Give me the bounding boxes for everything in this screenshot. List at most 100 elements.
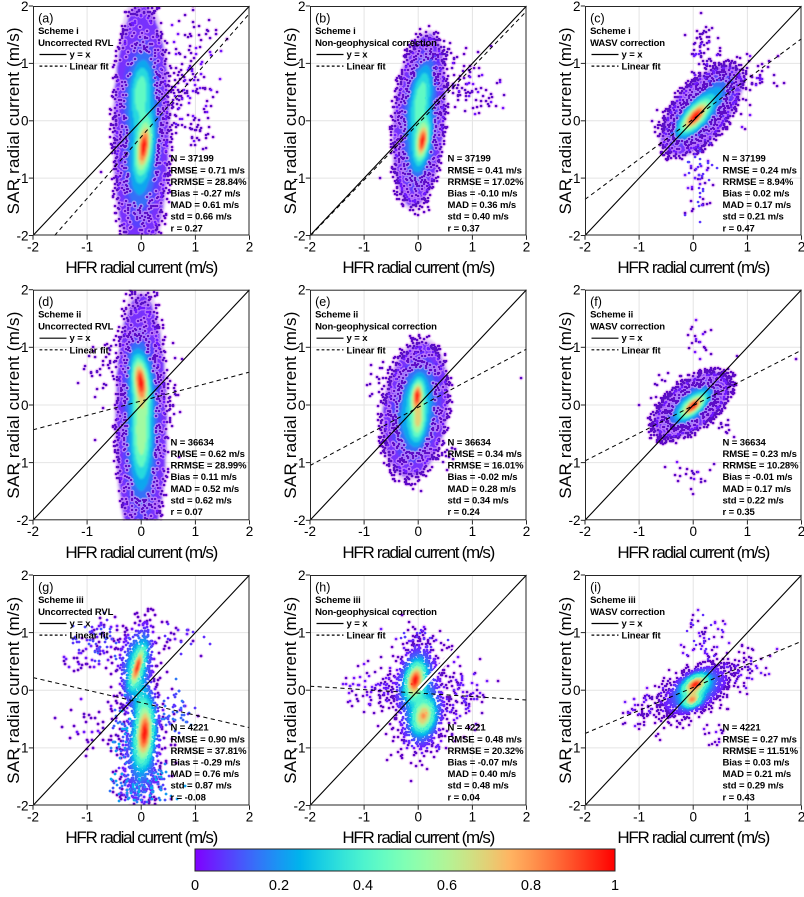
svg-text:1: 1 bbox=[573, 340, 581, 355]
svg-text:RMSE = 0.41 m/s: RMSE = 0.41 m/s bbox=[448, 165, 522, 176]
svg-text:-1: -1 bbox=[568, 455, 580, 470]
svg-text:0: 0 bbox=[414, 239, 422, 254]
svg-text:Bias = 0.03 m/s: Bias = 0.03 m/s bbox=[723, 758, 790, 769]
svg-text:N = 36634: N = 36634 bbox=[448, 437, 492, 448]
svg-text:0: 0 bbox=[689, 809, 697, 824]
svg-text:0.2: 0.2 bbox=[269, 878, 289, 894]
svg-text:0.8: 0.8 bbox=[521, 878, 541, 894]
svg-text:1: 1 bbox=[573, 625, 581, 640]
svg-text:0: 0 bbox=[298, 114, 306, 129]
svg-text:-1: -1 bbox=[568, 171, 580, 186]
svg-text:-1: -1 bbox=[16, 171, 28, 186]
svg-text:WASV correction: WASV correction bbox=[590, 607, 665, 618]
svg-text:std = 0.62 m/s: std = 0.62 m/s bbox=[171, 495, 232, 506]
svg-text:std = 0.34 m/s: std = 0.34 m/s bbox=[448, 495, 509, 506]
svg-text:1: 1 bbox=[744, 239, 752, 254]
svg-text:RMSE = 0.90 m/s: RMSE = 0.90 m/s bbox=[171, 734, 245, 745]
svg-text:-1: -1 bbox=[358, 239, 370, 254]
svg-text:Linear fit: Linear fit bbox=[70, 345, 110, 356]
svg-text:-2: -2 bbox=[16, 513, 28, 528]
svg-text:-2: -2 bbox=[293, 228, 305, 243]
svg-text:-2: -2 bbox=[27, 239, 39, 254]
svg-text:-1: -1 bbox=[633, 524, 645, 539]
svg-text:r = 0.24: r = 0.24 bbox=[448, 507, 481, 518]
svg-text:-2: -2 bbox=[293, 513, 305, 528]
svg-text:(a): (a) bbox=[38, 12, 53, 26]
svg-text:-1: -1 bbox=[358, 524, 370, 539]
svg-text:-2: -2 bbox=[27, 809, 39, 824]
svg-text:RMSE = 0.27 m/s: RMSE = 0.27 m/s bbox=[723, 734, 797, 745]
svg-text:Bias = -0.29 m/s: Bias = -0.29 m/s bbox=[171, 758, 241, 769]
svg-text:MAD = 0.52 m/s: MAD = 0.52 m/s bbox=[171, 484, 240, 495]
svg-text:N = 4221: N = 4221 bbox=[448, 723, 487, 734]
svg-text:HFR radial current (m/s): HFR radial current (m/s) bbox=[342, 258, 494, 277]
svg-text:1: 1 bbox=[744, 524, 752, 539]
svg-text:r = 0.04: r = 0.04 bbox=[448, 792, 481, 803]
svg-text:MAD = 0.40 m/s: MAD = 0.40 m/s bbox=[448, 769, 517, 780]
svg-text:-2: -2 bbox=[304, 239, 316, 254]
svg-text:N = 36634: N = 36634 bbox=[171, 437, 215, 448]
svg-text:HFR radial current (m/s): HFR radial current (m/s) bbox=[65, 828, 217, 847]
svg-text:Scheme ii: Scheme ii bbox=[38, 310, 81, 321]
svg-text:Linear fit: Linear fit bbox=[347, 62, 387, 73]
svg-text:-2: -2 bbox=[579, 524, 591, 539]
svg-text:MAD = 0.17 m/s: MAD = 0.17 m/s bbox=[723, 484, 792, 495]
svg-text:SAR radial current (m/s): SAR radial current (m/s) bbox=[281, 311, 300, 498]
svg-text:Scheme iii: Scheme iii bbox=[38, 595, 84, 606]
svg-text:SAR radial current (m/s): SAR radial current (m/s) bbox=[556, 597, 575, 784]
svg-text:2: 2 bbox=[246, 239, 254, 254]
svg-text:std = 0.21 m/s: std = 0.21 m/s bbox=[723, 212, 784, 223]
svg-text:0: 0 bbox=[573, 398, 581, 413]
svg-text:RMSE = 0.23 m/s: RMSE = 0.23 m/s bbox=[723, 449, 797, 460]
svg-text:-1: -1 bbox=[293, 455, 305, 470]
svg-text:0: 0 bbox=[21, 114, 29, 129]
svg-text:1: 1 bbox=[469, 524, 477, 539]
svg-text:MAD = 0.17 m/s: MAD = 0.17 m/s bbox=[723, 200, 792, 211]
svg-text:HFR radial current (m/s): HFR radial current (m/s) bbox=[65, 258, 217, 277]
svg-text:Bias = -0.27 m/s: Bias = -0.27 m/s bbox=[171, 189, 241, 200]
svg-text:2: 2 bbox=[246, 809, 254, 824]
svg-text:RRMSE = 37.81%: RRMSE = 37.81% bbox=[171, 746, 248, 757]
svg-text:2: 2 bbox=[21, 283, 29, 298]
svg-text:0: 0 bbox=[298, 398, 306, 413]
svg-text:RRMSE = 17.02%: RRMSE = 17.02% bbox=[448, 177, 525, 188]
svg-text:1: 1 bbox=[573, 56, 581, 71]
svg-text:Linear fit: Linear fit bbox=[70, 62, 110, 73]
svg-text:1: 1 bbox=[21, 625, 29, 640]
svg-text:-2: -2 bbox=[304, 524, 316, 539]
svg-text:RRMSE = 28.84%: RRMSE = 28.84% bbox=[171, 177, 248, 188]
svg-text:-2: -2 bbox=[579, 239, 591, 254]
svg-text:MAD = 0.61 m/s: MAD = 0.61 m/s bbox=[171, 200, 240, 211]
svg-text:Non-geophysical correction: Non-geophysical correction bbox=[315, 322, 437, 333]
svg-text:1: 1 bbox=[611, 878, 619, 894]
svg-text:r = 0.37: r = 0.37 bbox=[448, 223, 480, 234]
svg-text:0: 0 bbox=[689, 239, 697, 254]
svg-text:-1: -1 bbox=[358, 809, 370, 824]
svg-text:Scheme i: Scheme i bbox=[38, 26, 79, 37]
svg-text:r = -0.08: r = -0.08 bbox=[171, 792, 206, 803]
svg-text:2: 2 bbox=[298, 0, 306, 14]
svg-text:2: 2 bbox=[573, 283, 581, 298]
svg-text:Linear fit: Linear fit bbox=[347, 631, 387, 642]
svg-text:HFR radial current (m/s): HFR radial current (m/s) bbox=[65, 543, 217, 562]
svg-text:0: 0 bbox=[21, 683, 29, 698]
svg-text:std = 0.87 m/s: std = 0.87 m/s bbox=[171, 781, 232, 792]
svg-text:r = 0.47: r = 0.47 bbox=[723, 223, 755, 234]
svg-text:RRMSE = 28.99%: RRMSE = 28.99% bbox=[171, 461, 248, 472]
svg-text:-1: -1 bbox=[293, 171, 305, 186]
svg-text:N = 37199: N = 37199 bbox=[723, 154, 766, 165]
svg-text:-2: -2 bbox=[579, 809, 591, 824]
svg-text:r = 0.07: r = 0.07 bbox=[171, 507, 203, 518]
svg-text:2: 2 bbox=[21, 568, 29, 583]
svg-text:y = x: y = x bbox=[347, 49, 369, 60]
svg-text:-1: -1 bbox=[633, 809, 645, 824]
svg-text:0.4: 0.4 bbox=[353, 878, 373, 894]
svg-text:Bias = 0.02 m/s: Bias = 0.02 m/s bbox=[723, 189, 790, 200]
svg-text:RMSE = 0.34 m/s: RMSE = 0.34 m/s bbox=[448, 449, 522, 460]
svg-text:y = x: y = x bbox=[347, 333, 369, 344]
svg-text:Bias = -0.02 m/s: Bias = -0.02 m/s bbox=[448, 472, 518, 483]
svg-text:Scheme iii: Scheme iii bbox=[315, 595, 361, 606]
svg-text:1: 1 bbox=[298, 625, 306, 640]
svg-text:HFR radial current (m/s): HFR radial current (m/s) bbox=[342, 828, 494, 847]
svg-text:RRMSE = 8.94%: RRMSE = 8.94% bbox=[723, 177, 794, 188]
